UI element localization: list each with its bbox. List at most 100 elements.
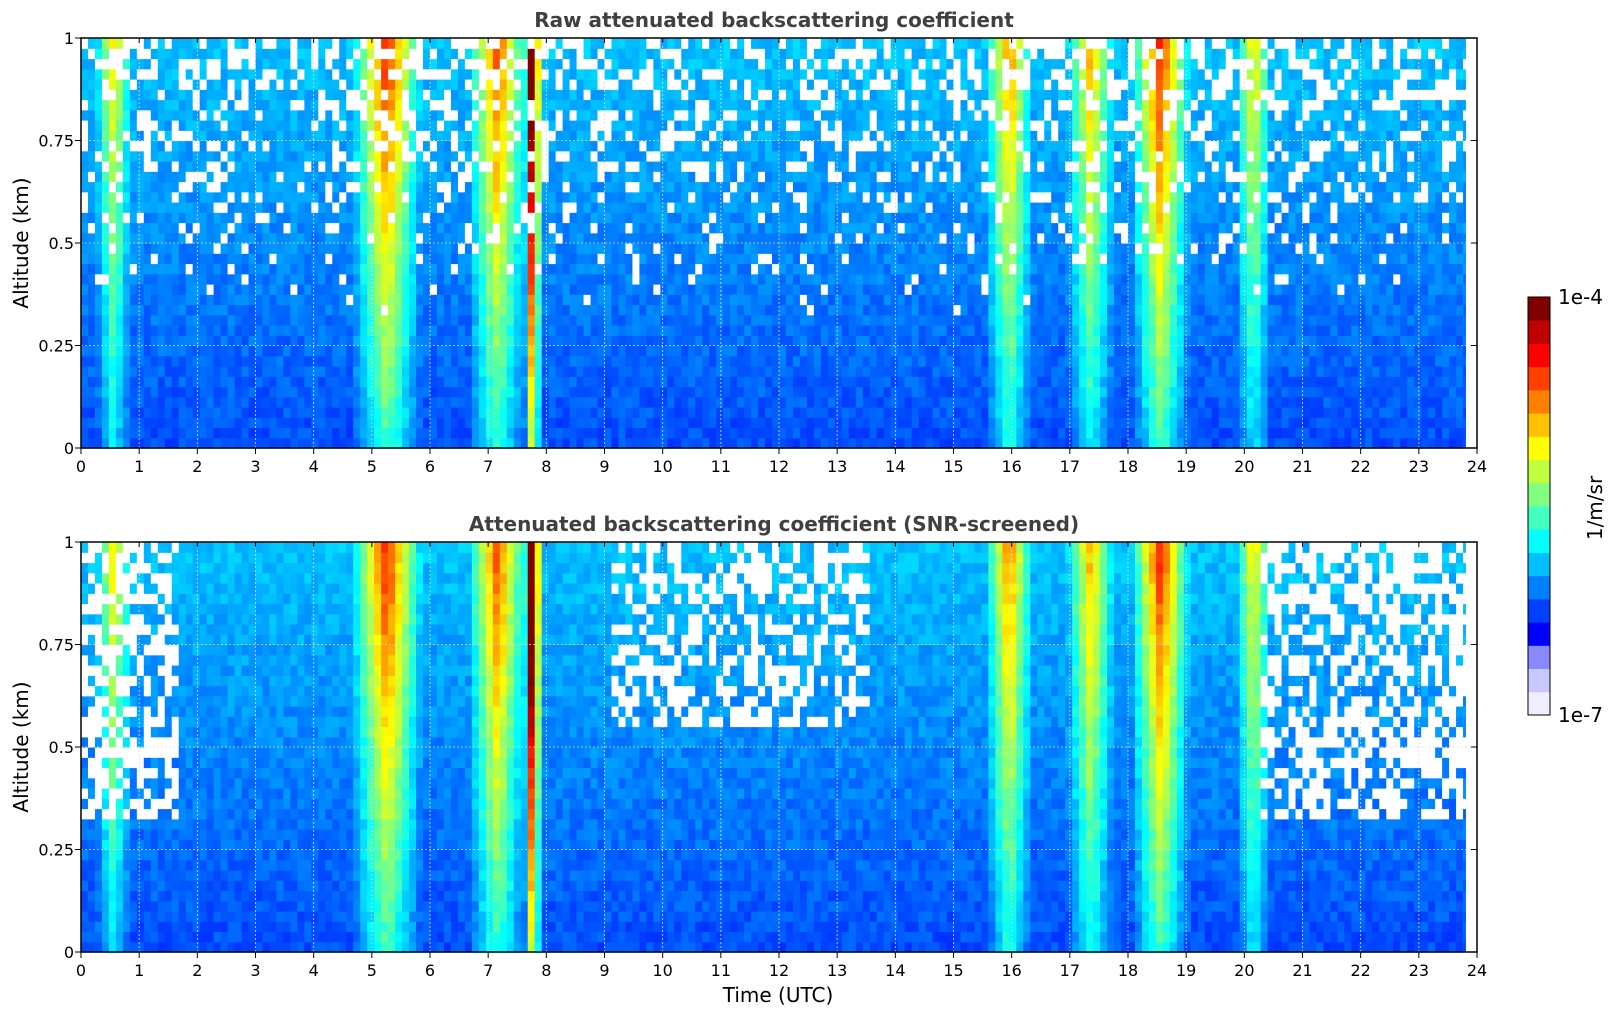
- heatmap-cell: [513, 181, 522, 193]
- heatmap-cell: [402, 171, 410, 183]
- heatmap-cell: [346, 68, 354, 80]
- heatmap-cell: [820, 325, 829, 336]
- heatmap-cell: [632, 396, 640, 408]
- heatmap-cell: [241, 150, 250, 162]
- heatmap-cell: [122, 161, 131, 172]
- heatmap-cell: [758, 222, 766, 234]
- heatmap-cell: [423, 253, 431, 265]
- heatmap-cell: [199, 325, 208, 336]
- heatmap-cell: [506, 437, 515, 449]
- heatmap-cell: [932, 263, 941, 275]
- heatmap-cell: [248, 38, 257, 49]
- heatmap-cell: [709, 366, 717, 377]
- heatmap-cell: [464, 396, 473, 408]
- heatmap-cell: [213, 304, 222, 316]
- heatmap-cell: [457, 171, 466, 183]
- heatmap-cell: [799, 48, 808, 60]
- heatmap-cell: [527, 232, 536, 244]
- heatmap-cell: [192, 396, 201, 408]
- heatmap-cell: [388, 335, 396, 347]
- heatmap-cell: [820, 335, 829, 347]
- heatmap-cell: [485, 222, 494, 234]
- heatmap-cell: [157, 58, 166, 70]
- heatmap-cell: [751, 294, 759, 306]
- heatmap-cell: [199, 437, 208, 449]
- heatmap-cell: [653, 232, 661, 244]
- heatmap-cell: [213, 284, 222, 295]
- heatmap-cell: [388, 304, 396, 316]
- heatmap-cell: [416, 366, 424, 377]
- heatmap-cell: [478, 437, 487, 449]
- heatmap-cell: [122, 109, 131, 121]
- heatmap-cell: [855, 325, 864, 336]
- heatmap-cell: [443, 253, 452, 265]
- heatmap-cell: [234, 130, 243, 142]
- heatmap-cell: [897, 273, 906, 285]
- heatmap-cell: [478, 386, 487, 398]
- heatmap-cell: [855, 284, 864, 295]
- heatmap-cell: [674, 304, 682, 316]
- heatmap-cell: [611, 243, 620, 254]
- heatmap-cell: [555, 427, 564, 439]
- heatmap-cell: [632, 99, 640, 111]
- heatmap-cell: [695, 212, 703, 224]
- heatmap-cell: [653, 109, 661, 121]
- heatmap-cell: [681, 120, 689, 131]
- heatmap-cell: [646, 325, 654, 336]
- heatmap-cell: [813, 345, 822, 357]
- heatmap-cell: [485, 109, 494, 121]
- heatmap-cell: [772, 263, 780, 275]
- heatmap-cell: [304, 263, 312, 275]
- heatmap-cell: [918, 294, 927, 306]
- heatmap-cell: [304, 417, 312, 429]
- heatmap-cell: [192, 314, 201, 326]
- heatmap-cell: [576, 181, 585, 193]
- heatmap-cell: [276, 232, 285, 244]
- heatmap-cell: [674, 355, 682, 367]
- heatmap-cell: [269, 89, 278, 101]
- heatmap-cell: [464, 345, 473, 357]
- heatmap-cell: [834, 89, 843, 101]
- heatmap-cell: [918, 48, 927, 60]
- heatmap-cell: [388, 243, 396, 254]
- heatmap-cell: [681, 314, 689, 326]
- heatmap-cell: [136, 263, 145, 275]
- heatmap-cell: [499, 396, 508, 408]
- heatmap-cell: [653, 48, 661, 60]
- heatmap-cell: [841, 48, 850, 60]
- heatmap-cell: [667, 202, 675, 213]
- heatmap-cell: [234, 79, 243, 90]
- heatmap-cell: [164, 437, 173, 449]
- heatmap-cell: [360, 284, 368, 295]
- heatmap-cell: [492, 140, 501, 152]
- heatmap-cell: [234, 396, 243, 408]
- heatmap-cell: [820, 140, 829, 152]
- heatmap-cell: [234, 366, 243, 377]
- heatmap-cell: [192, 99, 201, 111]
- heatmap-cell: [876, 345, 885, 357]
- heatmap-cell: [597, 355, 606, 367]
- heatmap-cell: [527, 427, 536, 439]
- heatmap-cell: [723, 150, 731, 162]
- heatmap-cell: [548, 140, 557, 152]
- heatmap-cell: [506, 89, 515, 101]
- heatmap-cell: [583, 202, 592, 213]
- heatmap-cell: [220, 140, 229, 152]
- heatmap-cell: [164, 325, 173, 336]
- heatmap-cell: [450, 99, 459, 111]
- heatmap-cell: [785, 232, 794, 244]
- heatmap-cell: [618, 181, 627, 193]
- heatmap-cell: [946, 89, 955, 101]
- heatmap-cell: [283, 437, 291, 449]
- heatmap-cell: [848, 304, 857, 316]
- heatmap-cell: [283, 355, 291, 367]
- heatmap-cell: [723, 120, 731, 131]
- heatmap-cell: [792, 263, 801, 275]
- heatmap-cell: [541, 99, 550, 111]
- heatmap-cell: [192, 181, 201, 193]
- heatmap-cell: [108, 396, 117, 408]
- heatmap-cell: [492, 191, 501, 203]
- heatmap-cell: [527, 181, 536, 193]
- heatmap-cell: [946, 304, 955, 316]
- heatmap-cell: [611, 304, 620, 316]
